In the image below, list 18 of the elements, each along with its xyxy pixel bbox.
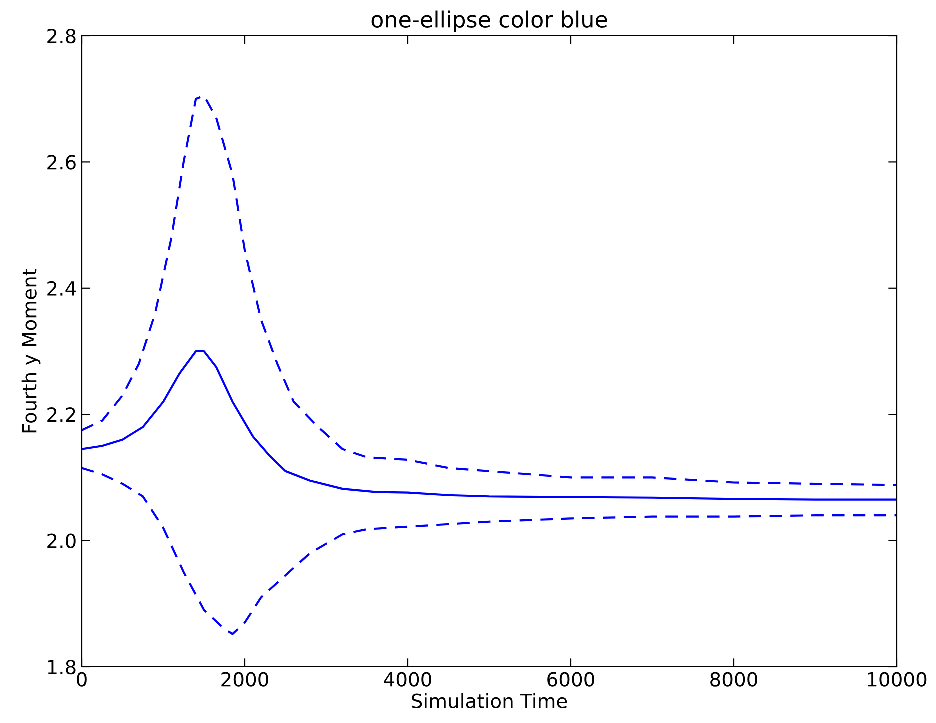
line-series [82,467,897,636]
y-tick-label: 2.0 [48,534,76,548]
x-tick-label: 10000 [868,672,927,687]
y-tick-label: 2.6 [48,155,76,170]
y-axis-title: Fourth y Moment [22,268,41,433]
x-tick-label: 8000 [710,672,758,687]
x-tick-label: 0 [77,672,87,687]
chart-title: one-ellipse color blue [372,10,608,32]
y-tick-label: 1.8 [48,660,76,675]
line-series [82,94,897,486]
x-tick-label: 6000 [548,672,594,687]
y-tick-label: 2.8 [48,28,76,44]
x-tick-label: 2000 [222,672,268,687]
y-tick-label: 2.4 [48,281,76,296]
x-axis-title: Simulation Time [412,693,568,709]
y-tick-label: 2.2 [48,408,76,422]
x-tick-label: 4000 [384,672,432,687]
line-series [82,350,897,501]
